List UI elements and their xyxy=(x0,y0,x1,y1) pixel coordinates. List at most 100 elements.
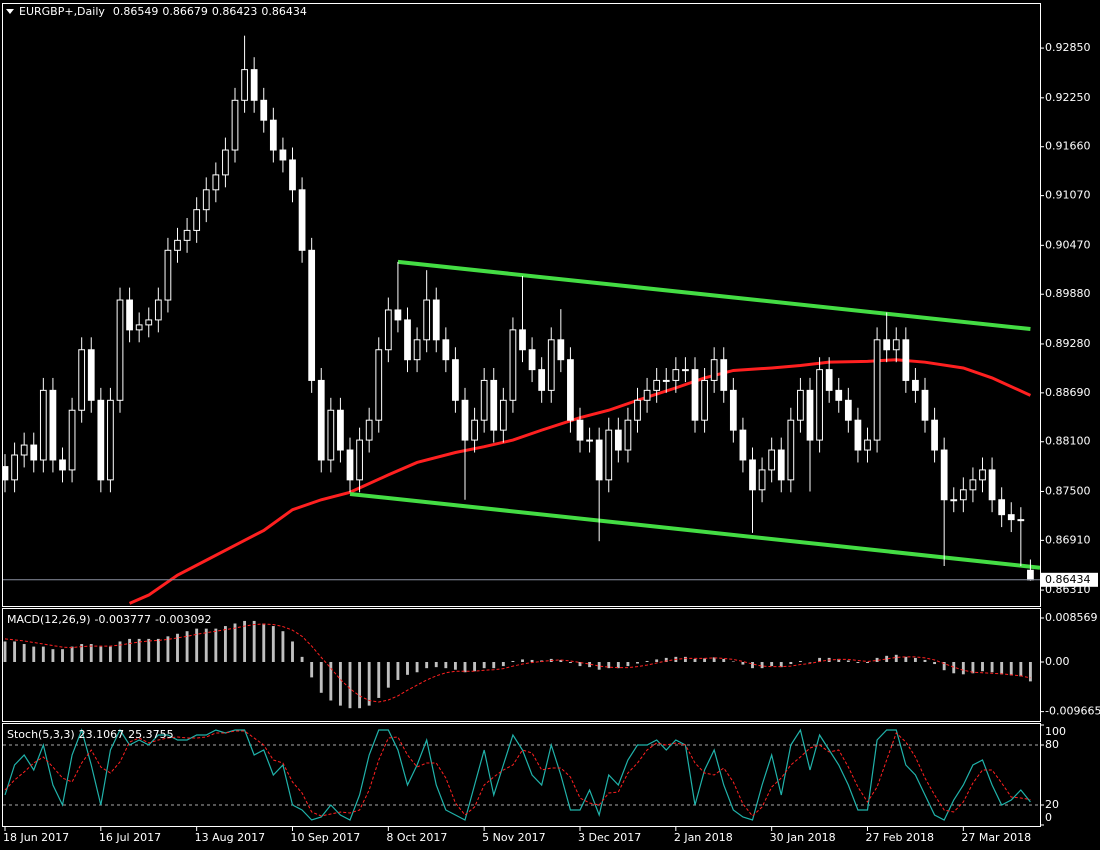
macd-bar xyxy=(166,636,170,662)
macd-bar xyxy=(923,659,927,662)
candle-body xyxy=(30,444,38,461)
stoch-k-line xyxy=(4,728,1031,821)
candle-body xyxy=(940,449,948,501)
candle-body xyxy=(145,319,153,326)
macd-bar xyxy=(751,661,754,669)
candle-body xyxy=(806,389,814,441)
macd-bar xyxy=(818,657,822,662)
macd-bar xyxy=(798,660,802,662)
candle-body xyxy=(11,454,18,481)
macd-bar xyxy=(789,661,793,665)
symbol-title: EURGBP+,Daily xyxy=(19,5,105,18)
macd-bar xyxy=(1009,661,1013,676)
candle-body xyxy=(384,309,392,351)
candle-body xyxy=(634,399,641,421)
candle-body xyxy=(576,419,584,441)
candle-body xyxy=(605,429,613,481)
candle-body xyxy=(931,419,938,451)
macd-signal-line xyxy=(4,623,1031,703)
candle-body xyxy=(816,369,823,441)
candle-body xyxy=(758,469,766,491)
macd-bar xyxy=(511,660,515,662)
macd-bar xyxy=(262,623,266,662)
candles-layer xyxy=(3,35,1040,605)
candle-body xyxy=(490,379,498,431)
candle-body xyxy=(662,379,670,382)
candle-body xyxy=(279,149,287,161)
stoch-d-value: 25.3755 xyxy=(128,728,174,741)
trend-line xyxy=(397,259,1031,332)
candle-body xyxy=(979,469,986,481)
candle-body xyxy=(432,299,440,341)
macd-bar xyxy=(837,658,841,662)
candle-body xyxy=(720,359,728,391)
macd-bar xyxy=(588,661,592,668)
x-tick-label: 13 Aug 2017 xyxy=(195,831,265,844)
candle-body xyxy=(241,69,248,101)
candle-body xyxy=(183,229,191,241)
macd-bar xyxy=(559,659,563,662)
candle-body xyxy=(480,379,488,421)
candle-body xyxy=(327,409,335,461)
candle-body xyxy=(3,466,9,481)
macd-bar xyxy=(885,655,889,662)
y-tick-label: 100 xyxy=(1045,725,1066,738)
candle-body xyxy=(864,439,871,451)
y-tick-label: 0.91070 xyxy=(1045,189,1091,202)
candle-body xyxy=(116,299,124,401)
macd-bar xyxy=(952,661,956,674)
macd-bar xyxy=(223,626,227,662)
candle-body xyxy=(586,439,593,442)
candle-body xyxy=(68,409,76,471)
macd-bar xyxy=(942,661,946,671)
x-tick-label: 2 Jan 2018 xyxy=(674,831,733,844)
macd-bar xyxy=(444,661,448,669)
candle-body xyxy=(777,449,785,481)
candle-body xyxy=(614,429,622,451)
macd-bar xyxy=(319,661,323,693)
main-panel-frame xyxy=(2,3,1041,607)
candle-body xyxy=(308,249,316,381)
candle-body xyxy=(452,359,459,401)
candle-body xyxy=(959,489,967,501)
candle-body xyxy=(892,339,900,351)
macd-bar xyxy=(358,661,362,709)
y-tick-label: 0.88690 xyxy=(1045,386,1091,399)
candle-body xyxy=(672,369,680,381)
macd-bar xyxy=(501,661,505,667)
candle-body xyxy=(394,309,402,321)
macd-bar xyxy=(722,658,726,662)
candle-body xyxy=(768,449,776,471)
y-tick-label: 0.89280 xyxy=(1045,337,1091,350)
macd-bar xyxy=(386,661,390,688)
macd-bar xyxy=(866,661,869,664)
stoch-title: Stoch(5,3,3) xyxy=(7,728,75,741)
macd-bar xyxy=(300,656,304,662)
stoch-k-value: 23.1067 xyxy=(79,728,125,741)
macd-bar xyxy=(521,659,524,662)
candle-body xyxy=(231,99,239,151)
candle-body xyxy=(20,444,28,456)
macd-bar xyxy=(760,661,764,669)
candle-body xyxy=(461,399,469,441)
candle-body xyxy=(567,359,574,421)
candle-body xyxy=(519,329,526,351)
x-tick-label: 27 Feb 2018 xyxy=(866,831,934,844)
macd-bar xyxy=(51,649,55,662)
candle-body xyxy=(298,189,306,251)
symbol-menu-arrow[interactable] xyxy=(6,9,14,14)
macd-bar xyxy=(156,638,160,662)
candle-body xyxy=(269,119,277,151)
macd-bar xyxy=(492,661,496,669)
macd-bar xyxy=(731,661,735,662)
candle-body xyxy=(729,389,737,431)
candle-body xyxy=(404,319,411,361)
macd-bar xyxy=(3,641,7,662)
y-tick-label: 0.88100 xyxy=(1045,435,1091,448)
macd-bar xyxy=(195,628,199,662)
macd-bar xyxy=(703,658,707,662)
candle-body xyxy=(825,369,833,391)
stoch-layer xyxy=(3,728,1040,821)
